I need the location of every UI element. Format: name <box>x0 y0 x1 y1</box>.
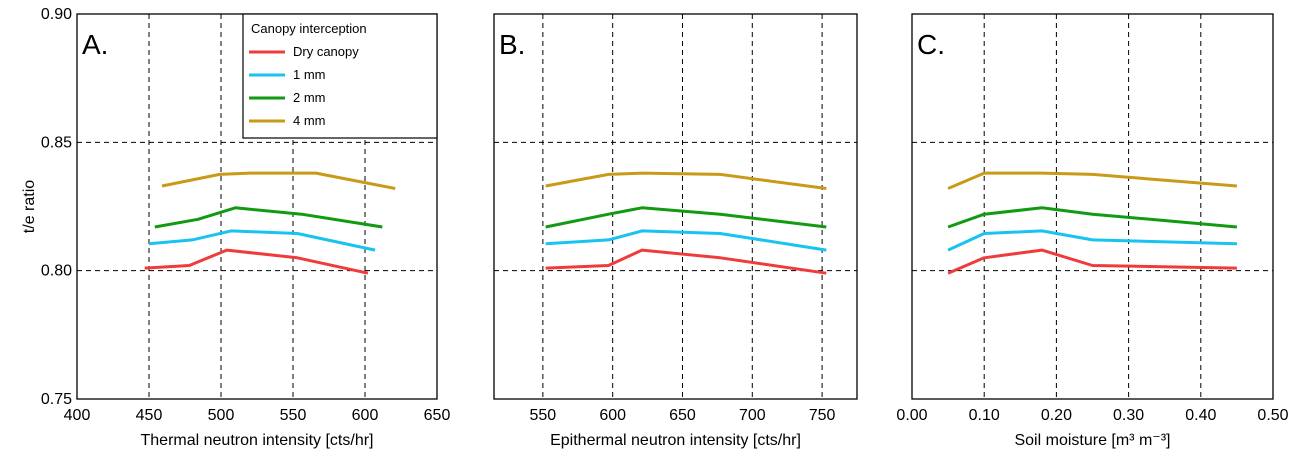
panel-3: 0.00 0.10 0.20 0.30 0.40 0.50 Soil moisture [m… <box>896 13 1289 449</box>
panel-1: 400 450 500 550 600 650 0.75 0.80 0.85 0.90 Therma… <box>21 6 450 449</box>
series-line-2 <box>947 229 1237 252</box>
series-line-1 <box>947 248 1237 275</box>
plot-frame <box>493 13 858 400</box>
series-line-4 <box>545 171 827 190</box>
x-tick-label: 0.30 <box>1113 407 1144 424</box>
series-line-3 <box>947 206 1238 229</box>
panel-2: 550 600 650 700 750 Epithermal neutron intens… <box>493 13 858 449</box>
panel-label: C. <box>917 29 945 60</box>
series-line-2 <box>545 229 827 252</box>
series-line-3 <box>545 206 827 229</box>
x-axis-label: Epithermal neutron intensity [cts/hr] <box>550 432 801 449</box>
y-tick-label: 0.85 <box>41 134 72 151</box>
x-tick-label: 600 <box>352 407 379 424</box>
legend-entry: Dry canopy <box>293 44 359 59</box>
x-tick-label: 400 <box>64 407 91 424</box>
x-tick-label: 450 <box>136 407 163 424</box>
plot-frame <box>911 13 1274 400</box>
series-line-4 <box>161 171 396 190</box>
x-tick-label: 650 <box>424 407 451 424</box>
x-tick-label: 650 <box>669 407 696 424</box>
x-tick-label: 750 <box>809 407 836 424</box>
series-line-3 <box>154 206 383 229</box>
legend-entry: 1 mm <box>293 67 326 82</box>
y-axis-label: t/e ratio <box>21 180 38 233</box>
series-line-1 <box>144 248 369 275</box>
x-tick-label: 550 <box>280 407 307 424</box>
x-tick-label: 0.40 <box>1185 407 1216 424</box>
y-tick-label: 0.75 <box>41 391 72 408</box>
panel-label: B. <box>499 29 525 60</box>
x-tick-label: 0.10 <box>969 407 1000 424</box>
x-axis-label: Thermal neutron intensity [cts/hr] <box>141 432 374 449</box>
series-line-4 <box>947 171 1238 190</box>
x-tick-label: 500 <box>208 407 235 424</box>
y-tick-label: 0.80 <box>41 263 72 280</box>
legend: Canopy interception Dry canopy 1 mm 2 mm 4 m… <box>242 13 438 139</box>
legend-entry: 4 mm <box>293 113 326 128</box>
series-line-1 <box>545 248 827 275</box>
x-tick-label: 550 <box>530 407 557 424</box>
panel-label: A. <box>82 29 108 60</box>
x-axis-label: Soil moisture [m³ m⁻³] <box>1014 432 1170 449</box>
x-tick-label: 0.00 <box>896 407 927 424</box>
legend-title: Canopy interception <box>251 21 367 36</box>
x-tick-label: 700 <box>739 407 766 424</box>
legend-entry: 2 mm <box>293 90 326 105</box>
x-tick-label: 600 <box>599 407 626 424</box>
series-line-2 <box>148 229 376 252</box>
x-tick-label: 0.50 <box>1257 407 1288 424</box>
y-tick-label: 0.90 <box>41 6 72 23</box>
x-tick-label: 0.20 <box>1041 407 1072 424</box>
